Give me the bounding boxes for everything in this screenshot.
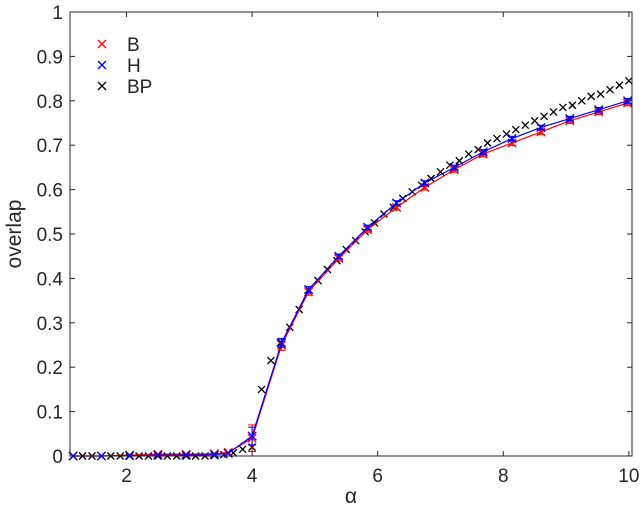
x-tick-label: 2 [121, 466, 132, 487]
legend-marker-bp [97, 81, 107, 91]
y-tick-label: 0.4 [37, 269, 64, 290]
data-point-bp [587, 92, 596, 101]
data-point-h [594, 105, 604, 115]
x-tick-label: 4 [247, 466, 258, 487]
legend-label-b: B [127, 35, 140, 56]
data-point-h [153, 450, 163, 460]
data-point-h [334, 251, 344, 261]
data-point-h [391, 198, 402, 208]
plot-area [70, 12, 632, 456]
series-h [68, 96, 633, 461]
y-tick-label: 0.5 [37, 225, 63, 246]
y-axis-label: overlap [3, 200, 26, 269]
x-tick-label: 8 [498, 466, 509, 487]
data-point-h [181, 450, 191, 460]
data-point-bp [370, 218, 379, 227]
x-tick-label: 6 [372, 466, 383, 487]
data-point-bp [540, 112, 549, 121]
data-point-bp [596, 90, 605, 99]
data-point-bp [558, 103, 567, 112]
ticks-layer: 2 4 6 8 10 0 0.1 0.2 0.3 0.4 0.5 0.6 0.7 0.8 0.9 1 [37, 3, 640, 487]
y-tick-label: 0.3 [37, 314, 63, 335]
data-point-bp [521, 121, 530, 130]
data-point-bp [615, 81, 624, 90]
y-tick-label: 1 [52, 3, 63, 24]
data-point-bp [257, 385, 266, 394]
data-point-bp [577, 96, 586, 105]
data-point-bp [266, 356, 275, 365]
data-point-h [276, 338, 287, 348]
y-tick-label: 0.2 [37, 358, 63, 379]
data-point-bp [436, 167, 445, 176]
data-point-h [247, 431, 257, 441]
legend-marker-b [97, 39, 107, 49]
x-axis-label: α [345, 485, 357, 508]
data-point-bp [624, 76, 633, 85]
y-tick-label: 0.1 [37, 403, 63, 424]
y-tick-label: 0.6 [37, 181, 63, 202]
data-point-bp [606, 85, 614, 94]
data-point-h [507, 133, 517, 144]
data-point-bp [568, 101, 577, 110]
data-point-h [362, 222, 373, 232]
data-point-bp [493, 134, 501, 143]
data-point-bp [483, 139, 492, 147]
data-point-bp [464, 150, 473, 159]
data-point-h [536, 122, 546, 133]
y-tick-label: 0.8 [37, 92, 63, 113]
data-point-bp [238, 445, 247, 454]
data-point-h [478, 147, 488, 157]
legend-marker-h [97, 60, 107, 70]
data-point-h [303, 284, 314, 295]
legend-label-h: H [127, 56, 141, 77]
series-layer [68, 76, 633, 461]
data-point-bp [549, 107, 558, 116]
data-point-bp [511, 125, 520, 134]
data-point-bp [342, 245, 351, 254]
data-point-h [565, 113, 575, 124]
data-point-h [420, 178, 430, 188]
y-tick-label: 0.9 [37, 47, 63, 68]
plot-frame [69, 11, 633, 457]
data-point-h [209, 450, 220, 460]
y-tick-label: 0.7 [37, 136, 63, 157]
legend-label-bp: BP [127, 77, 152, 98]
data-point-h [449, 162, 459, 173]
x-tick-label: 10 [618, 466, 639, 487]
y-tick-label: 0 [52, 447, 63, 468]
